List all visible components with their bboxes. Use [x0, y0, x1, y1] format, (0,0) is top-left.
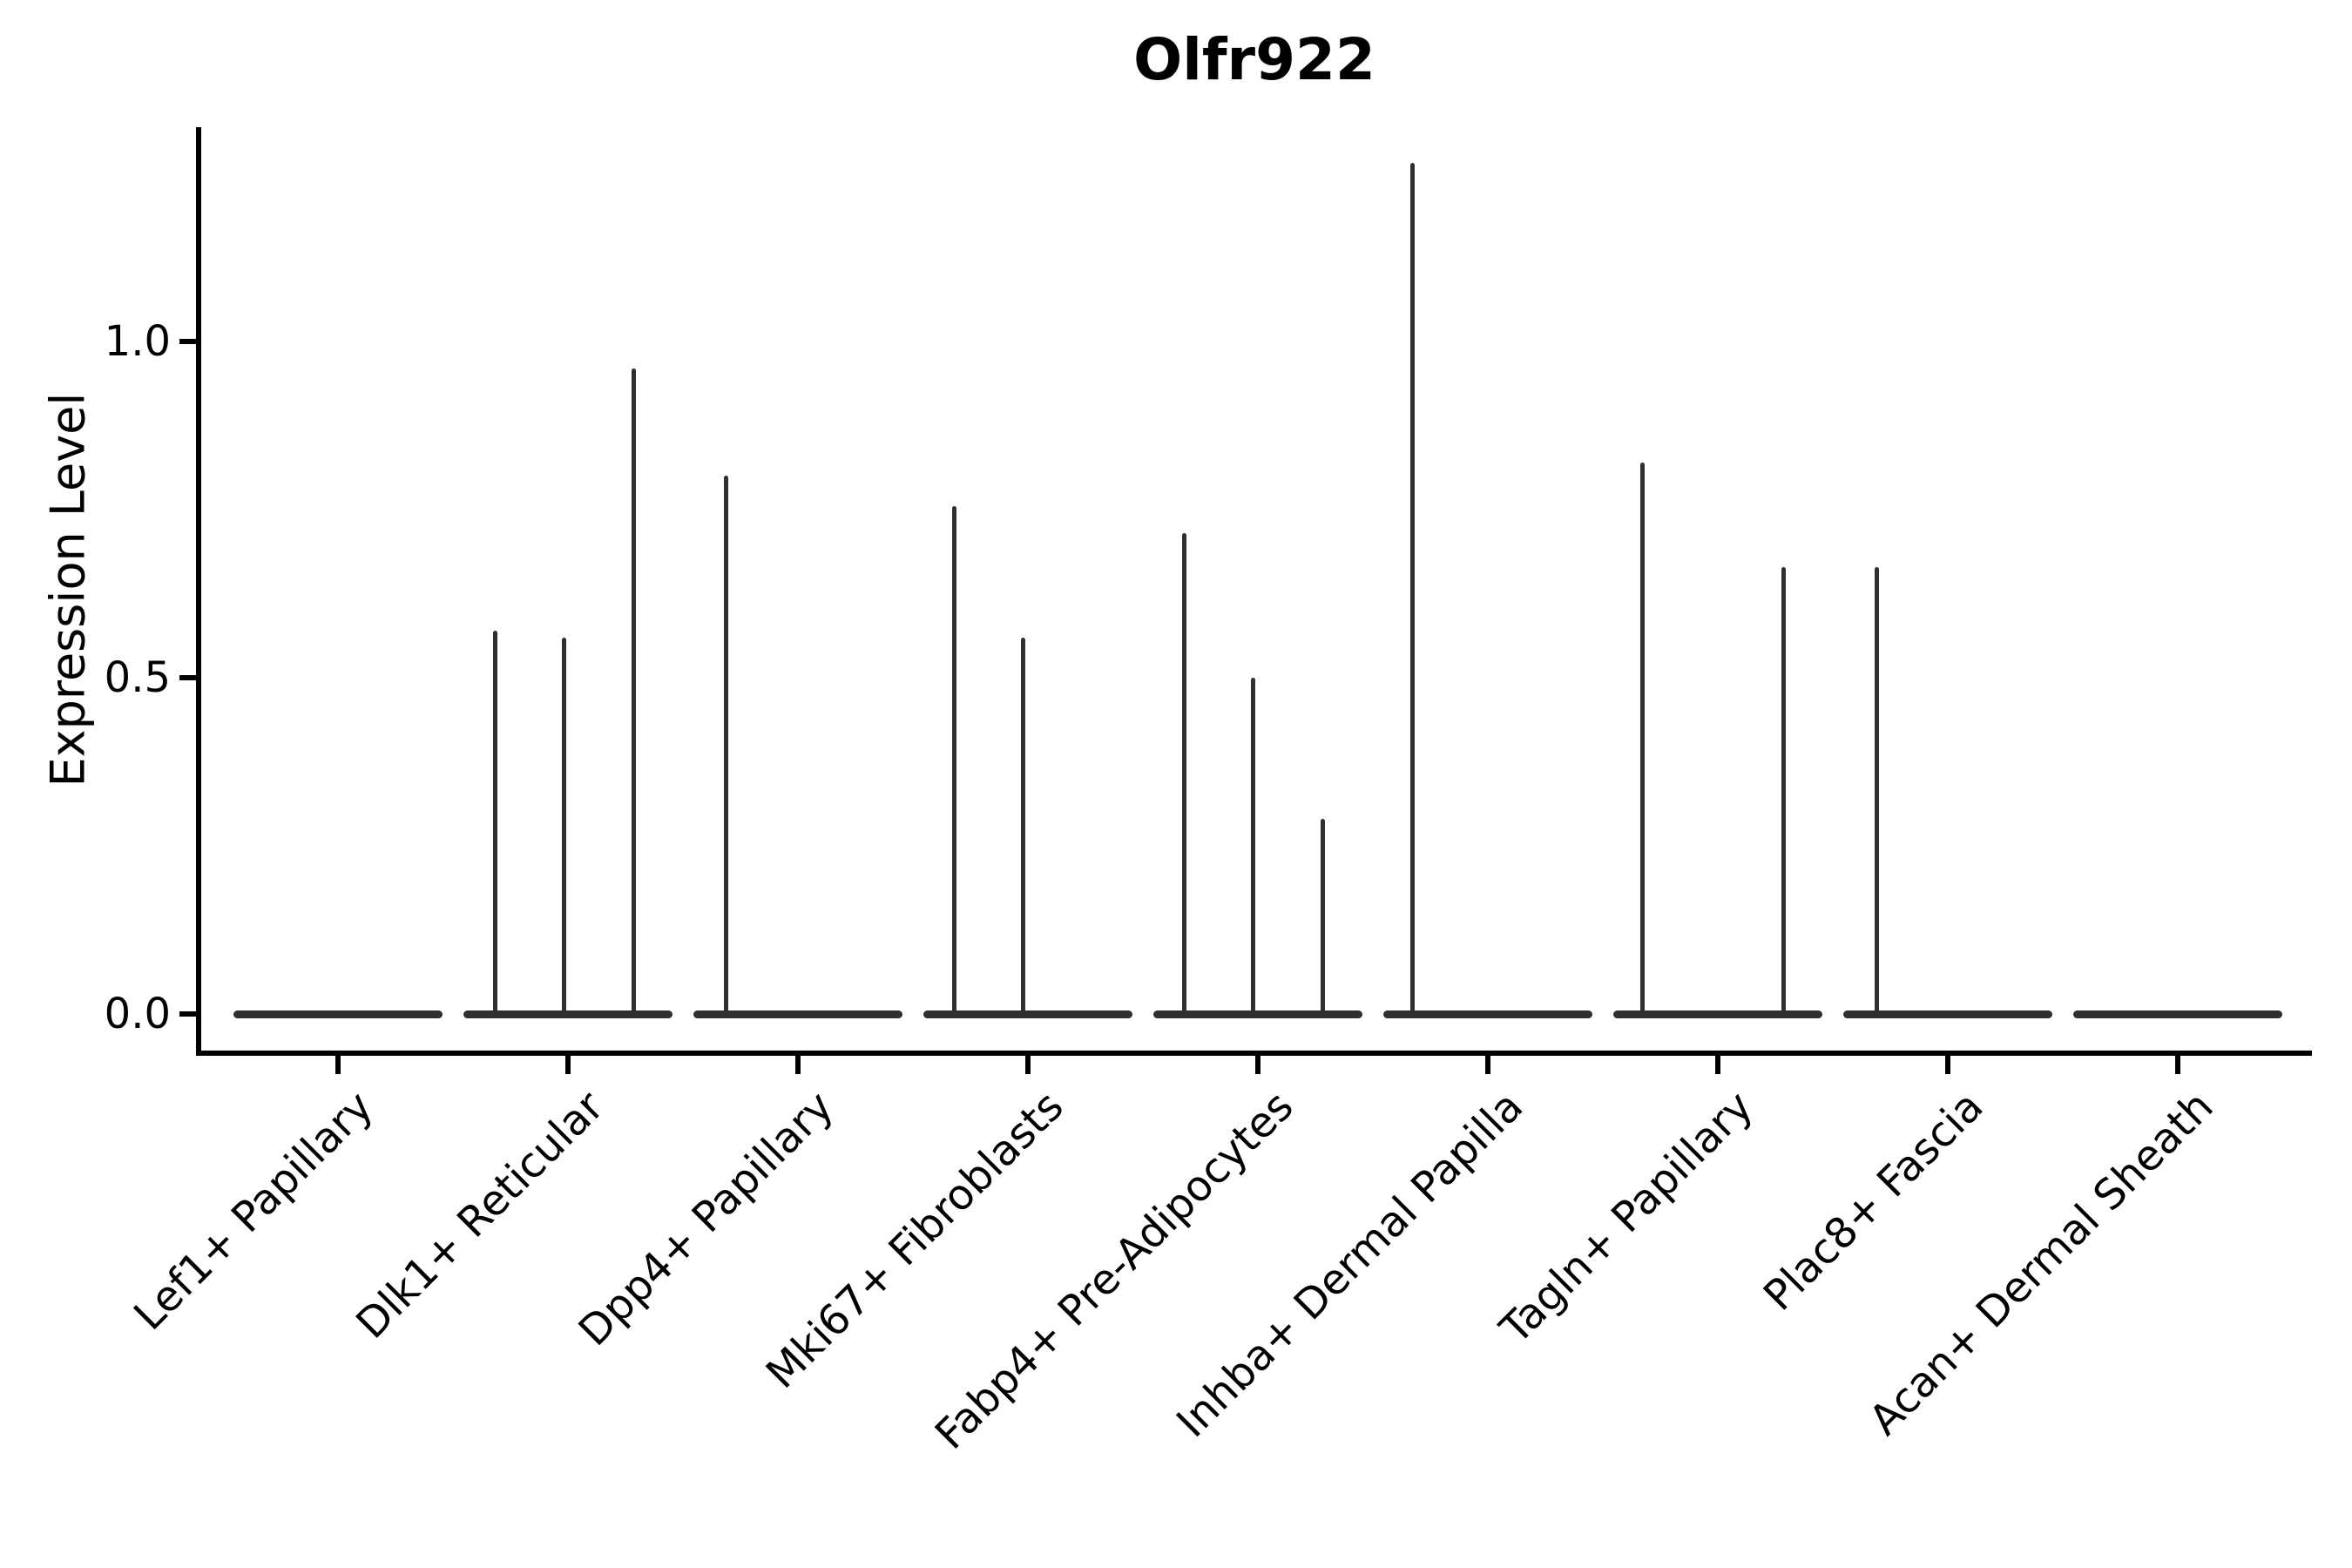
violin-baseline — [1843, 1010, 2052, 1018]
violin-density-spike — [1640, 463, 1645, 1014]
violin-baseline — [923, 1010, 1132, 1018]
x-tick-mark — [1255, 1056, 1260, 1074]
violin-density-spike — [1251, 678, 1255, 1014]
x-tick-label: Dlk1+ Reticular — [346, 1082, 613, 1348]
x-tick-mark — [1945, 1056, 1950, 1074]
violin-density-spike — [952, 506, 956, 1014]
violin-baseline — [463, 1010, 672, 1018]
y-tick-mark — [179, 675, 196, 680]
y-tick-mark — [179, 1011, 196, 1017]
x-tick-label: Tagln+ Papillary — [1490, 1082, 1763, 1354]
x-tick-mark — [1715, 1056, 1720, 1074]
x-tick-mark — [1485, 1056, 1490, 1074]
violin-density-spike — [632, 368, 636, 1014]
violin-density-spike — [1321, 819, 1325, 1014]
violin-density-spike — [1781, 567, 1786, 1014]
violin-baseline — [1383, 1010, 1592, 1018]
violin-baseline — [233, 1010, 443, 1018]
x-tick-mark — [795, 1056, 801, 1074]
y-tick-label: 0.5 — [104, 653, 171, 702]
plot-title: Olfr922 — [1133, 26, 1375, 93]
x-tick-label: Dpp4+ Papillary — [569, 1082, 843, 1356]
x-tick-label: Lef1+ Papillary — [125, 1082, 383, 1340]
violin-density-spike — [1410, 163, 1415, 1014]
violin-baseline — [693, 1010, 902, 1018]
x-tick-mark — [335, 1056, 341, 1074]
violin-baseline — [2073, 1010, 2282, 1018]
x-tick-mark — [1025, 1056, 1031, 1074]
y-tick-label: 1.0 — [104, 317, 171, 366]
violin-density-spike — [1021, 638, 1025, 1014]
x-tick-mark — [565, 1056, 571, 1074]
violin-density-spike — [493, 631, 497, 1014]
violin-baseline — [1153, 1010, 1362, 1018]
x-tick-label: Plac8+ Fascia — [1754, 1082, 1993, 1321]
x-tick-mark — [2175, 1056, 2180, 1074]
y-tick-label: 0.0 — [104, 990, 171, 1038]
x-axis-spine — [196, 1051, 2312, 1056]
y-axis-spine — [196, 127, 201, 1056]
violin-density-spike — [1182, 533, 1186, 1014]
violin-baseline — [1613, 1010, 1822, 1018]
violin-density-spike — [724, 476, 728, 1014]
y-axis-label: Expression Level — [40, 392, 96, 787]
violin-density-spike — [1875, 567, 1879, 1014]
y-tick-mark — [179, 339, 196, 344]
violin-density-spike — [562, 638, 566, 1014]
